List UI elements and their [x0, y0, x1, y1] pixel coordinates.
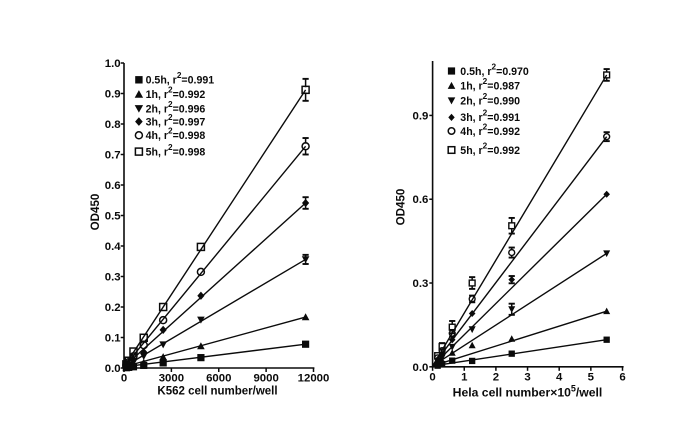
svg-text:0.5h, r2=0.970: 0.5h, r2=0.970 [460, 62, 529, 78]
svg-text:3: 3 [524, 371, 530, 383]
svg-text:6000: 6000 [206, 372, 231, 384]
svg-text:0.5h, r2=0.991: 0.5h, r2=0.991 [146, 71, 215, 87]
svg-text:K562 cell number/well: K562 cell number/well [157, 386, 277, 398]
svg-text:0.9: 0.9 [105, 89, 121, 101]
svg-text:6: 6 [619, 371, 625, 383]
svg-text:0.7: 0.7 [105, 150, 121, 162]
svg-text:0.5: 0.5 [105, 211, 121, 223]
svg-text:0.4: 0.4 [105, 241, 121, 253]
svg-text:0.2: 0.2 [105, 302, 121, 314]
svg-text:9000: 9000 [253, 372, 278, 384]
svg-text:4h, r2=0.998: 4h, r2=0.998 [146, 127, 206, 143]
svg-text:0: 0 [121, 372, 127, 384]
svg-text:OD450: OD450 [89, 194, 102, 231]
svg-text:2: 2 [493, 371, 499, 383]
svg-text:5h, r2=0.998: 5h, r2=0.998 [146, 143, 206, 159]
svg-text:4h, r2=0.992: 4h, r2=0.992 [460, 122, 520, 138]
svg-text:0.0: 0.0 [105, 363, 121, 375]
svg-text:1: 1 [461, 371, 468, 383]
svg-text:3000: 3000 [159, 372, 184, 384]
svg-text:OD450: OD450 [394, 189, 407, 226]
svg-text:0.6: 0.6 [413, 194, 429, 206]
svg-text:0.6: 0.6 [105, 180, 121, 192]
svg-text:0.3: 0.3 [413, 278, 429, 290]
svg-text:0.9: 0.9 [413, 110, 429, 122]
svg-text:Hela cell number×105/well: Hela cell number×105/well [453, 383, 603, 399]
svg-text:3h, r2=0.991: 3h, r2=0.991 [460, 109, 520, 125]
svg-text:0.1: 0.1 [105, 333, 121, 345]
svg-text:5: 5 [588, 371, 595, 383]
svg-text:1h, r2=0.987: 1h, r2=0.987 [460, 77, 520, 93]
svg-text:2h, r2=0.990: 2h, r2=0.990 [460, 92, 520, 108]
svg-text:12000: 12000 [298, 372, 330, 384]
svg-text:0.3: 0.3 [105, 272, 121, 284]
svg-text:3h, r2=0.997: 3h, r2=0.997 [146, 113, 206, 129]
svg-text:0.8: 0.8 [105, 119, 121, 131]
svg-text:1.0: 1.0 [105, 58, 121, 70]
svg-text:4: 4 [556, 371, 563, 383]
svg-text:2h, r2=0.996: 2h, r2=0.996 [146, 100, 206, 116]
svg-text:5h, r2=0.992: 5h, r2=0.992 [460, 141, 520, 157]
svg-text:0: 0 [429, 371, 435, 383]
svg-text:0.0: 0.0 [413, 362, 429, 374]
svg-text:1h, r2=0.992: 1h, r2=0.992 [146, 86, 206, 102]
